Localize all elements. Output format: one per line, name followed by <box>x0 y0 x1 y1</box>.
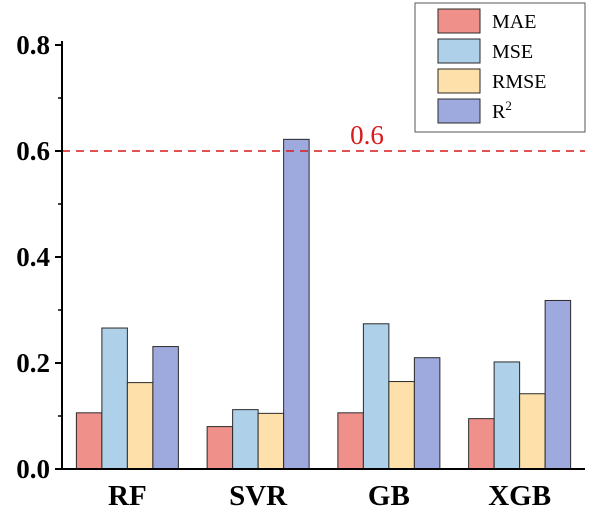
bar-rf-rmse <box>126 382 154 470</box>
legend-swatch-mae <box>437 8 481 34</box>
bar-svr-mae <box>206 426 234 470</box>
y-tick-label-0.6: 0.6 <box>16 136 50 166</box>
x-tick-label-xgb: XGB <box>488 480 551 512</box>
axes-layer: RF SVR GB XGB 0.0 0.2 0.4 0.6 0.8 <box>16 30 585 512</box>
legend-label-mae: MAE <box>492 11 536 33</box>
legend-swatch-mse <box>437 38 481 64</box>
bar-gb-mse <box>362 323 390 470</box>
bar-rf-mse <box>101 327 128 470</box>
legend-swatch-rmse <box>437 68 481 94</box>
reference-line-label: 0.6 <box>350 120 384 150</box>
x-tick-label-gb: GB <box>368 480 410 512</box>
bar-svr-mse <box>232 409 259 470</box>
bar-gb-rmse <box>388 381 415 470</box>
bar-gb-mae <box>337 412 364 470</box>
y-tick-label-0.2: 0.2 <box>16 348 50 378</box>
bar-xgb-mse <box>493 361 521 470</box>
legend-swatch-r <box>437 98 481 124</box>
bar-xgb-rmse <box>519 393 546 470</box>
x-tick-label-svr: SVR <box>229 480 288 512</box>
bar-xgb-mae <box>468 418 495 470</box>
bar-svr-rmse <box>257 412 285 470</box>
y-tick-label-0.0: 0.0 <box>16 454 50 484</box>
bar-gb-r <box>413 357 441 470</box>
bar-xgb-r <box>544 299 572 470</box>
bar-rf-r <box>152 346 179 470</box>
bars-layer <box>75 138 572 470</box>
x-tick-label-rf: RF <box>108 480 147 512</box>
y-tick-label-0.8: 0.8 <box>16 30 50 60</box>
legend-label-superscript: 2 <box>505 98 512 113</box>
legend-label-mse: MSE <box>492 41 533 63</box>
reference-line-group: 0.6 <box>62 120 585 152</box>
legend-label-rmse: RMSE <box>492 71 546 93</box>
y-tick-label-0.4: 0.4 <box>16 242 50 272</box>
bar-svr-r <box>283 138 310 470</box>
bar-rf-mae <box>75 412 103 470</box>
